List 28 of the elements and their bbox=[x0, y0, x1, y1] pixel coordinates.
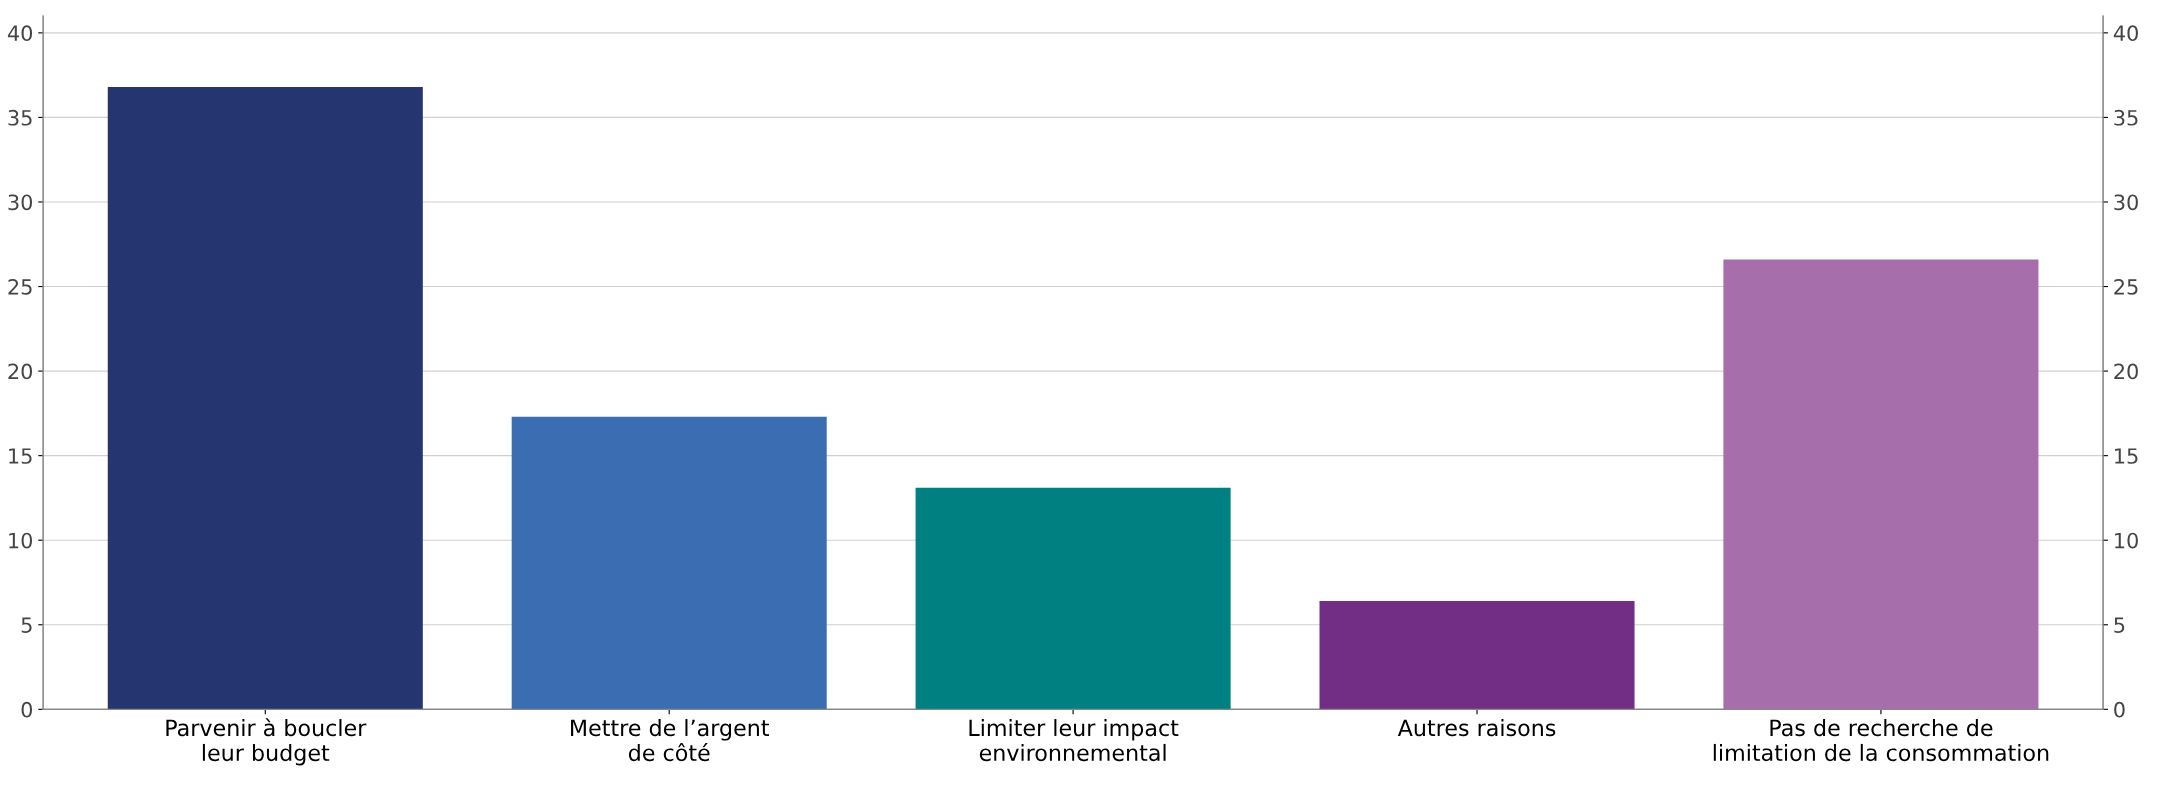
bar bbox=[915, 487, 1231, 710]
bar bbox=[1319, 601, 1635, 710]
y-tick-label: 40 bbox=[7, 25, 33, 42]
bar bbox=[107, 86, 423, 710]
y-tick-label: 15 bbox=[9, 448, 32, 464]
y-tick-label: 20 bbox=[8, 363, 33, 380]
x-tick-label: Autres raisons bbox=[1397, 719, 1556, 737]
bar bbox=[511, 416, 827, 710]
y-tick-label: 5 bbox=[21, 617, 32, 633]
y2-tick-label: 15 bbox=[2115, 448, 2138, 464]
y2-tick-label: 0 bbox=[2114, 701, 2125, 718]
y-tick-label: 0 bbox=[21, 701, 33, 718]
y-tick-label: 30 bbox=[8, 194, 33, 211]
y-tick-label: 25 bbox=[8, 278, 32, 295]
y2-tick-label: 30 bbox=[2114, 194, 2138, 211]
bar bbox=[1723, 259, 2039, 710]
y-tick-label: 10 bbox=[9, 532, 33, 549]
x-tick-label: Parvenir à boucler leur budget bbox=[166, 718, 367, 766]
y-tick-label: 35 bbox=[8, 109, 32, 126]
x-tick-label: Pas de recherche de limitation de la consommation bbox=[1713, 719, 2049, 762]
y2-tick-label: 25 bbox=[2114, 278, 2138, 295]
y2-tick-label: 10 bbox=[2115, 532, 2138, 549]
y2-tick-label: 35 bbox=[2114, 109, 2138, 126]
x-tick-label: Limiter leur impact environnemental bbox=[969, 719, 1179, 762]
y2-tick-label: 40 bbox=[2113, 25, 2138, 42]
y2-tick-label: 20 bbox=[2114, 363, 2138, 380]
x-tick-label: Mettre de l’argent de côté bbox=[571, 719, 769, 762]
y2-tick-label: 5 bbox=[2114, 617, 2125, 633]
